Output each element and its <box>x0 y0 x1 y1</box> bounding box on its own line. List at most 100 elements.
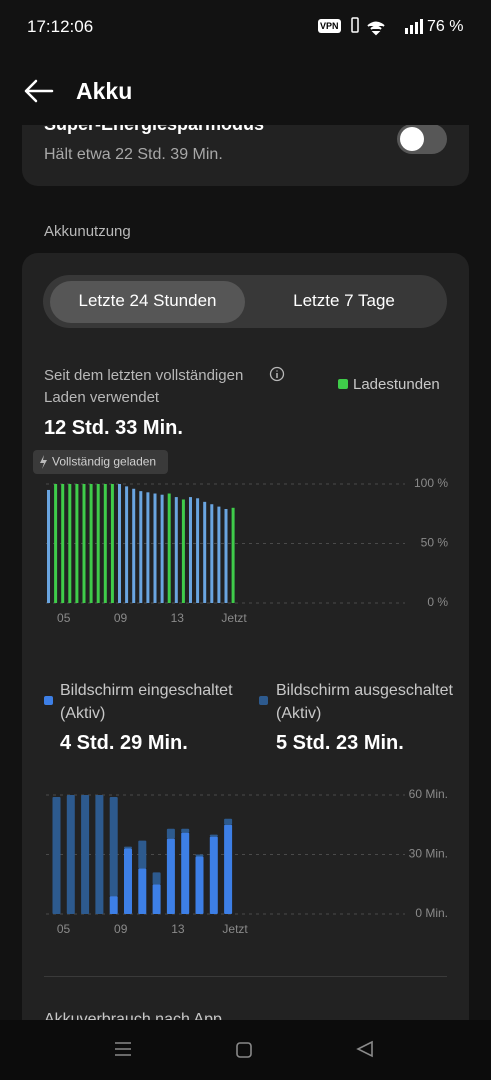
bar-segment <box>224 818 233 825</box>
bar <box>47 489 50 603</box>
bar <box>153 493 157 603</box>
back-nav-button[interactable] <box>356 1040 373 1058</box>
bar-segment <box>166 828 175 839</box>
battery-text: 76 % <box>427 18 464 35</box>
annotation-bg <box>33 450 168 474</box>
vpn-icon: VPN <box>318 19 341 33</box>
section-title: Akkunutzung <box>44 223 131 240</box>
bar-segment <box>209 834 218 837</box>
toggle-knob <box>400 127 424 151</box>
bar <box>160 494 164 603</box>
bar <box>174 497 178 603</box>
super-saver-subtitle: Hält etwa 22 Std. 39 Min. <box>44 146 223 163</box>
bar <box>189 497 192 603</box>
info-icon[interactable] <box>269 366 285 382</box>
screen-on-total: 4 Std. 29 Min. <box>60 732 188 754</box>
bar-segment <box>66 795 75 914</box>
bar <box>146 492 150 603</box>
bar-segment <box>195 856 204 914</box>
bar <box>224 508 228 603</box>
tab-selected-bg <box>50 281 245 323</box>
screen-off-total: 5 Std. 23 Min. <box>276 732 404 754</box>
legend-swatch <box>44 696 53 705</box>
bar <box>139 491 143 603</box>
legend-swatch <box>259 696 268 705</box>
x-tick-label: 13 <box>171 922 185 936</box>
bar <box>196 498 200 603</box>
bar-segment <box>209 836 218 914</box>
bar-segment <box>81 795 90 914</box>
bar-segment <box>181 832 190 914</box>
signal-icon <box>410 25 413 34</box>
tab[interactable]: Letzte 7 Tage <box>293 291 395 310</box>
bar-segment <box>138 868 147 914</box>
bar <box>54 484 58 603</box>
bolt-icon <box>40 455 47 469</box>
x-tick-label: 05 <box>57 611 71 625</box>
bar-segment <box>181 828 190 833</box>
bar <box>125 486 129 603</box>
bar <box>132 488 136 603</box>
battery-level-chart: 0 % 50 % 100 % 05 09 13 Jetzt Vollständig gelad… <box>33 450 449 625</box>
bar <box>118 484 121 603</box>
y-tick-label: 0 % <box>427 595 448 609</box>
vibrate-icon <box>351 17 359 33</box>
bar <box>181 499 185 603</box>
bar <box>61 484 65 603</box>
bar <box>68 484 72 603</box>
x-tick-label: Jetzt <box>221 611 247 625</box>
bar <box>89 484 93 603</box>
bar <box>167 493 171 603</box>
y-tick-label: 100 % <box>414 476 448 490</box>
nav-bar <box>0 1020 491 1080</box>
back-button[interactable] <box>22 78 56 104</box>
header-title: Akku <box>76 78 133 104</box>
bar <box>75 484 79 603</box>
signal-icon <box>420 19 423 34</box>
status-icons <box>351 17 423 36</box>
bar <box>231 507 235 603</box>
bar-segment <box>52 796 61 914</box>
bar-segment <box>124 846 132 849</box>
bar <box>217 506 221 603</box>
bar <box>96 484 100 603</box>
x-tick-label: 05 <box>57 922 71 936</box>
y-tick-label: 60 Min. <box>409 787 448 801</box>
bar-segment <box>109 796 118 897</box>
summary-label: Seit dem letzten vollständigen Laden ver… <box>44 367 244 406</box>
bar-segment <box>152 884 161 914</box>
nav-icons <box>115 1040 373 1058</box>
bar-segment <box>152 872 161 885</box>
divider <box>44 976 447 977</box>
bar-segment <box>195 854 204 857</box>
legend-label: Ladestunden <box>353 376 440 393</box>
status-time: 17:12:06 <box>27 17 94 36</box>
menu-button[interactable] <box>115 1042 131 1056</box>
bar <box>210 504 214 603</box>
screen-time-chart: 0 Min. 30 Min. 60 Min. 05 09 13 Jetzt <box>46 787 448 936</box>
legend-swatch <box>338 379 348 389</box>
y-tick-label: 30 Min. <box>409 847 448 861</box>
bar-segment <box>224 824 233 914</box>
annotation: Vollständig geladen <box>52 455 156 469</box>
bar-segment <box>95 795 104 914</box>
y-tick-label: 50 % <box>421 536 449 550</box>
legend-label: Bildschirm eingeschaltet (Aktiv) <box>60 682 233 722</box>
bar-segment <box>109 896 118 914</box>
bar-segment <box>166 838 175 914</box>
x-tick-label: 09 <box>114 611 128 625</box>
legend-label: Bildschirm ausgeschaltet (Aktiv) <box>276 682 453 722</box>
bar <box>110 484 114 603</box>
bar-segment <box>124 848 132 914</box>
bar <box>103 484 107 603</box>
usage-card <box>22 253 469 1053</box>
home-button[interactable] <box>236 1042 252 1058</box>
signal-icon <box>415 22 418 34</box>
wifi-icon <box>367 21 385 36</box>
top-bar <box>0 0 491 125</box>
bar-segment <box>138 840 147 869</box>
toggle[interactable] <box>397 124 447 154</box>
x-tick-label: 09 <box>114 922 128 936</box>
tab[interactable]: Letzte 24 Stunden <box>78 291 217 310</box>
